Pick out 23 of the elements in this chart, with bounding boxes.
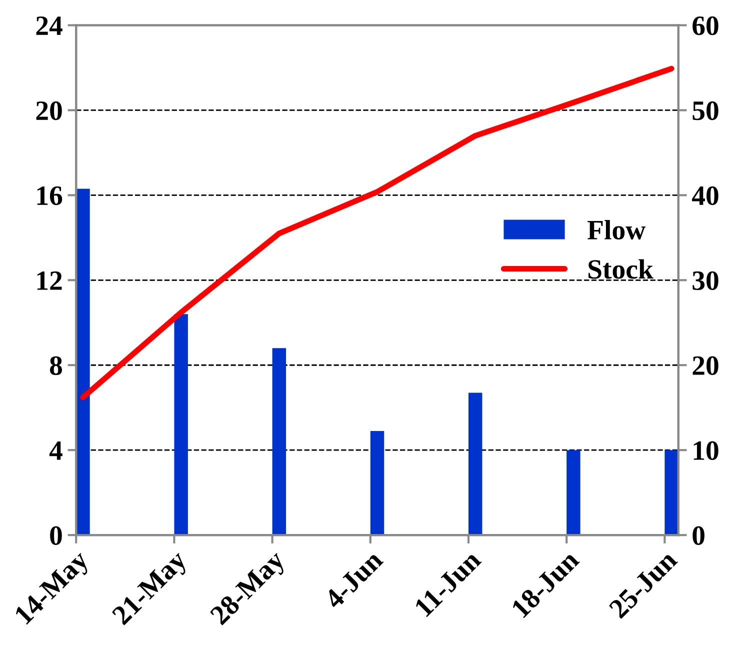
y2-tick-label: 50 (692, 101, 718, 120)
bar (566, 450, 580, 536)
y-tick-label: 20 (36, 101, 62, 120)
y2-tick-label: 60 (692, 16, 718, 36)
y2-tick-label: 30 (692, 271, 718, 290)
y-tick-label: 4 (49, 441, 62, 460)
y2-tick-label: 10 (694, 441, 718, 460)
bar (76, 188, 90, 536)
bar (664, 450, 678, 536)
y2-tick-label: 40 (692, 186, 718, 206)
y-tick-label: 0 (50, 526, 62, 545)
bar (174, 314, 188, 536)
y-tick-label: 24 (36, 16, 62, 35)
y2-tick-label: 0 (692, 526, 704, 545)
legend-label: Flow (588, 220, 646, 240)
bar (468, 392, 482, 536)
y-tick-label: 8 (50, 356, 62, 376)
y2-tick-label: 20 (692, 356, 718, 376)
bar (272, 348, 286, 536)
bar (370, 430, 384, 536)
legend-label: Stock (588, 259, 654, 279)
y-tick-label: 12 (37, 271, 62, 290)
y-tick-label: 16 (37, 186, 62, 206)
